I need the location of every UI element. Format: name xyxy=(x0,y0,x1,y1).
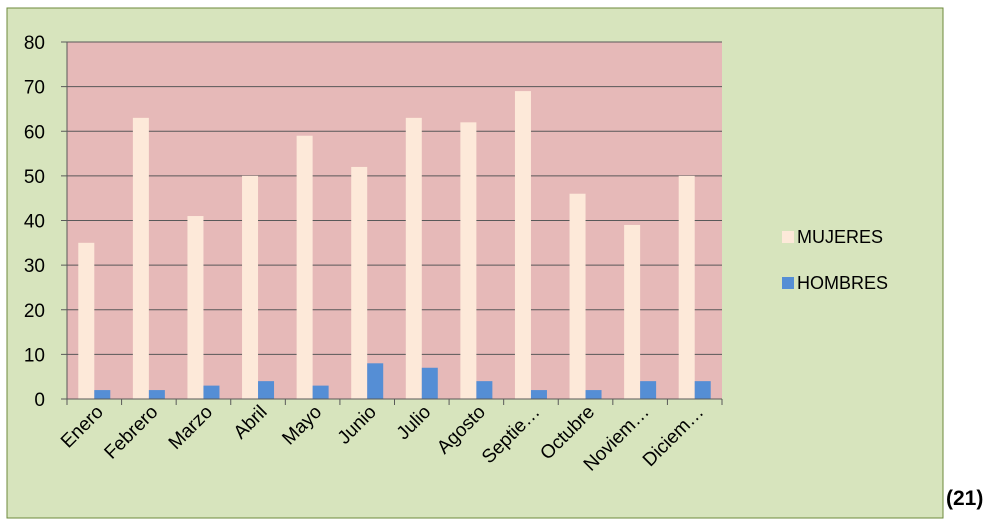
y-tick-label: 10 xyxy=(24,345,45,366)
y-tick-label: 60 xyxy=(24,122,45,143)
bar-hombres-9 xyxy=(530,390,547,399)
y-tick-label: 40 xyxy=(24,212,45,233)
bar-mujeres-4 xyxy=(242,175,259,399)
y-tick-label: 20 xyxy=(24,301,45,322)
bar-hombres-2 xyxy=(148,390,165,399)
bar-mujeres-2 xyxy=(132,117,149,400)
y-tick-labels: 0 10 20 30 40 50 60 70 80 xyxy=(24,33,45,411)
bar-mujeres-1 xyxy=(78,242,95,399)
bar-hombres-3 xyxy=(203,385,220,399)
bar-mujeres-7 xyxy=(405,117,422,400)
y-tick-label: 30 xyxy=(24,256,45,277)
bar-mujeres-5 xyxy=(296,135,313,399)
bar-hombres-10 xyxy=(585,390,602,399)
bar-hombres-11 xyxy=(640,381,657,399)
bar-mujeres-10 xyxy=(569,193,586,399)
y-tick-label: 0 xyxy=(34,390,45,411)
legend: MUJERES HOMBRES xyxy=(782,227,888,293)
bar-hombres-8 xyxy=(476,381,493,399)
bar-hombres-6 xyxy=(367,363,384,399)
bar-mujeres-11 xyxy=(624,224,641,399)
bar-mujeres-8 xyxy=(460,122,477,399)
axes xyxy=(66,42,723,405)
legend-swatch-hombres xyxy=(782,277,794,289)
bar-hombres-7 xyxy=(421,367,438,399)
legend-label-mujeres: MUJERES xyxy=(797,227,883,247)
y-tick-label: 50 xyxy=(24,167,45,188)
bars xyxy=(78,91,711,400)
bar-mujeres-9 xyxy=(514,91,531,400)
legend-label-hombres: HOMBRES xyxy=(797,273,888,293)
legend-swatch-mujeres xyxy=(782,231,794,243)
bar-mujeres-6 xyxy=(351,166,368,399)
bar-mujeres-12 xyxy=(678,175,695,399)
bar-hombres-1 xyxy=(94,390,111,399)
y-tick-label: 80 xyxy=(24,33,45,54)
y-tick-label: 70 xyxy=(24,78,45,99)
gridlines xyxy=(61,41,722,400)
bar-hombres-4 xyxy=(258,381,275,399)
bar-hombres-5 xyxy=(312,385,329,399)
figure-number: (21) xyxy=(946,487,984,510)
bar-mujeres-3 xyxy=(187,216,204,399)
bar-hombres-12 xyxy=(694,381,711,399)
